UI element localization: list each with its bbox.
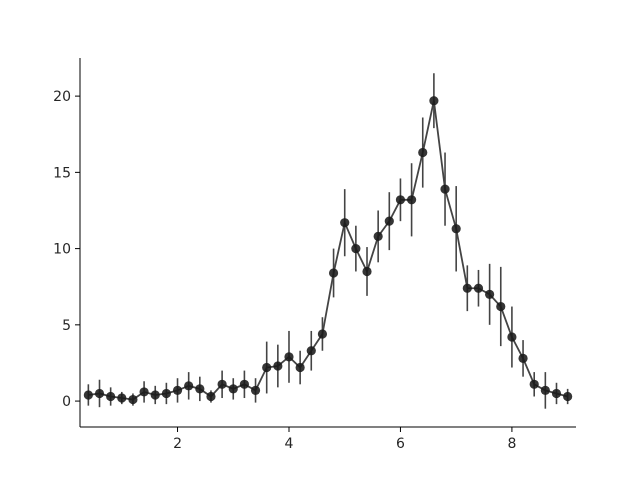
data-point (473, 283, 484, 293)
data-point (418, 147, 428, 158)
data-point (384, 216, 394, 226)
y-tick-label: 20 (53, 89, 71, 105)
data-point (239, 379, 250, 389)
data-point (540, 385, 550, 396)
data-point (195, 384, 205, 394)
x-tick-label: 6 (396, 436, 405, 452)
data-point (295, 362, 305, 373)
data-point (462, 283, 472, 293)
plot-area (83, 73, 573, 409)
x-tick-label: 4 (285, 436, 294, 452)
data-point (117, 393, 127, 403)
data-point (273, 361, 283, 371)
y-tick-label: 15 (53, 165, 71, 181)
data-point (172, 385, 183, 396)
data-point (161, 388, 171, 399)
data-point (373, 231, 383, 242)
data-point (328, 268, 339, 278)
data-point (551, 388, 562, 399)
y-ticks: 0 5 10 15 20 (53, 89, 80, 410)
data-point (406, 195, 417, 205)
x-tick-label: 2 (173, 436, 182, 452)
data-point (351, 243, 361, 254)
data-point (317, 329, 328, 339)
data-point (83, 390, 93, 400)
data-point (228, 384, 238, 394)
data-point (139, 387, 149, 397)
x-tick-label: 8 (507, 436, 516, 452)
data-point (217, 379, 227, 389)
data-point (206, 391, 216, 402)
y-tick-label: 0 (62, 394, 71, 410)
data-point (262, 362, 272, 373)
series-line (88, 100, 568, 401)
data-point (306, 346, 316, 356)
data-point (529, 379, 539, 389)
data-point (150, 390, 160, 400)
data-point (496, 301, 506, 312)
data-point (440, 184, 450, 194)
data-point (250, 385, 261, 396)
data-point (395, 195, 406, 205)
data-point (362, 266, 372, 277)
y-tick-label: 5 (62, 318, 71, 334)
data-point (563, 391, 573, 402)
x-ticks: 2 4 6 8 (173, 427, 516, 452)
data-point (340, 218, 350, 228)
data-point (429, 96, 439, 106)
data-point (184, 381, 194, 391)
y-tick-label: 10 (53, 242, 71, 258)
data-point (451, 224, 461, 234)
data-point (485, 289, 495, 299)
data-point (106, 391, 116, 402)
data-point (94, 388, 105, 399)
data-point (507, 332, 517, 342)
data-point (128, 394, 138, 405)
data-point (518, 353, 528, 363)
data-point (284, 352, 294, 362)
